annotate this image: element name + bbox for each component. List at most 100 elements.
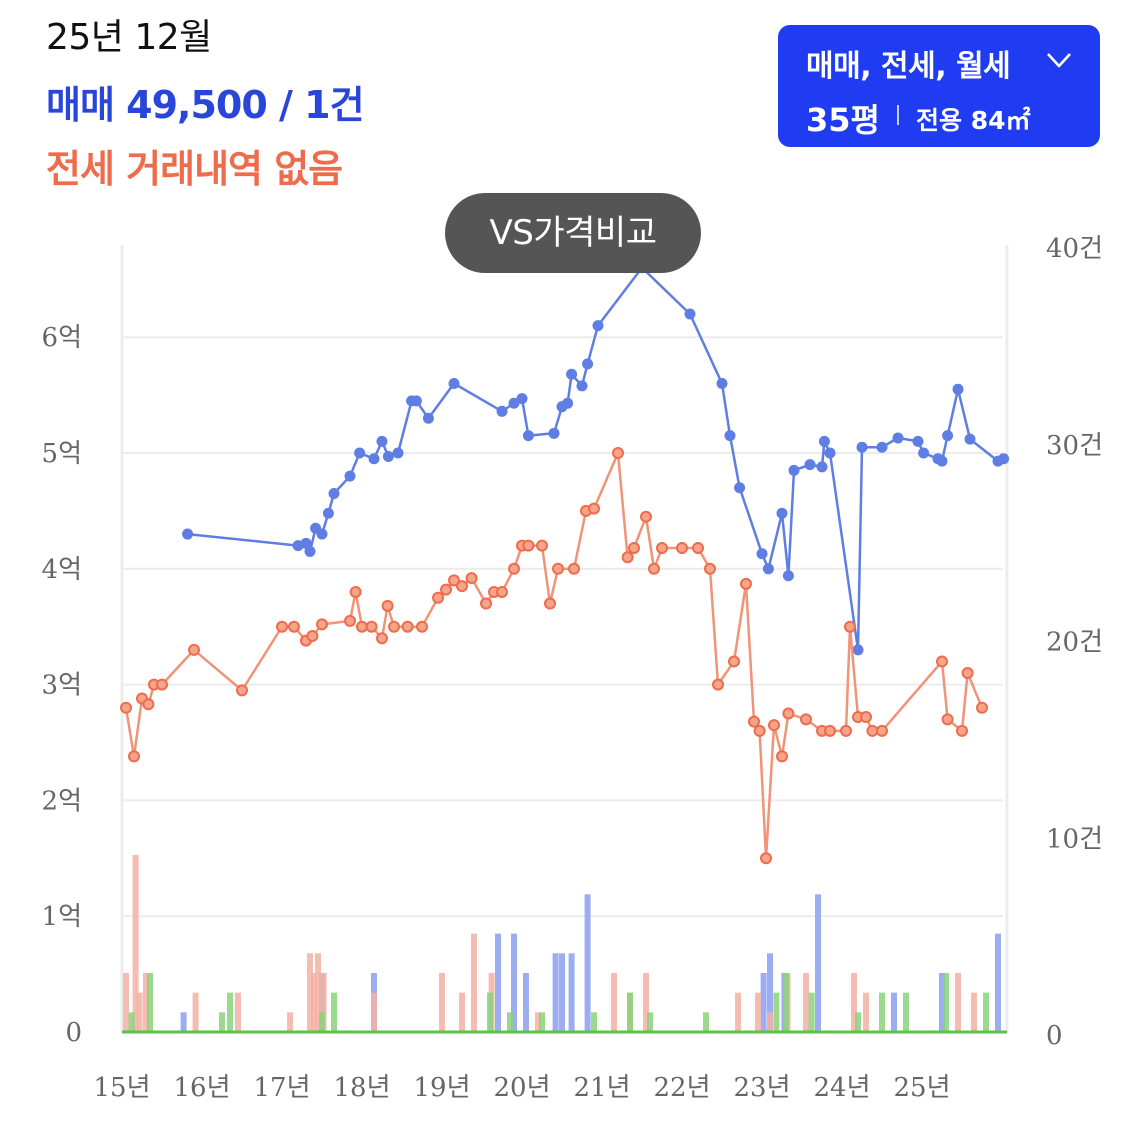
- sale-price-point: [422, 412, 434, 424]
- jeonse-price-point: [753, 724, 766, 737]
- jeonse-volume-bar: [971, 992, 977, 1032]
- jeonse-price-point: [628, 541, 640, 554]
- jeonse-price-point: [728, 655, 740, 668]
- jeonse-price-point: [956, 724, 968, 737]
- monthly-volume-bar: [983, 992, 989, 1032]
- sale-price-point: [964, 433, 976, 445]
- sale-volume-bar: [584, 894, 591, 1032]
- y-right-tick-label: 10건: [1046, 824, 1103, 854]
- sale-price-point: [448, 378, 460, 390]
- jeonse-volume-bar: [643, 972, 649, 1032]
- y-left-tick-label: 5억: [42, 439, 82, 469]
- sale-summary: 매매 49,500 / 1건: [46, 83, 365, 127]
- y-right-tick-label: 0: [1046, 1021, 1063, 1051]
- volume-bars: [123, 854, 1001, 1032]
- jeonse-price-point: [496, 585, 508, 598]
- jeonse-price-point: [961, 667, 974, 680]
- sale-price-point: [912, 435, 924, 447]
- sale-volume-bar: [995, 933, 1001, 1032]
- jeonse-price-point: [656, 541, 668, 554]
- sale-price-point: [182, 528, 194, 540]
- jeonse-price-point: [588, 502, 600, 515]
- x-tick-label: 15년: [93, 1073, 150, 1103]
- jeonse-price-point: [768, 719, 780, 732]
- jeonse-volume-bar: [307, 953, 313, 1032]
- trade-type-filter-button[interactable]: 매매, 전세, 월세 35평 전용 84㎡: [778, 25, 1100, 147]
- jeonse-volume-bar: [123, 972, 129, 1032]
- jeonse-volume-bar: [287, 1012, 293, 1032]
- x-tick-label: 19년: [413, 1073, 470, 1103]
- jeonse-price-point: [236, 684, 248, 697]
- monthly-volume-bar: [487, 992, 493, 1032]
- jeonse-volume-bar: [611, 972, 617, 1032]
- sale-price-point: [756, 548, 768, 560]
- jeonse-volume-bar: [459, 992, 465, 1032]
- jeonse-price-point: [465, 572, 478, 585]
- monthly-volume-bar: [507, 1012, 513, 1032]
- jeonse-price-point: [508, 562, 520, 575]
- monthly-volume-bar: [591, 1012, 597, 1032]
- monthly-volume-bar: [331, 992, 337, 1032]
- selected-date: 25년 12월: [46, 17, 212, 58]
- monthly-volume-bar: [773, 992, 780, 1032]
- sale-price-point: [876, 441, 888, 453]
- jeonse-price-point: [448, 574, 460, 587]
- monthly-volume-bar: [319, 1012, 325, 1032]
- jeonse-price-point: [381, 599, 394, 612]
- monthly-volume-bar: [219, 1012, 225, 1032]
- jeonse-volume-bar: [803, 972, 809, 1032]
- jeonse-price-point: [800, 713, 812, 726]
- jeonse-price-point: [640, 510, 652, 523]
- jeonse-price-point: [128, 750, 140, 763]
- trade-type-label: 매매, 전세, 월세: [806, 49, 1011, 84]
- sale-price-point: [566, 368, 578, 380]
- monthly-volume-bar: [647, 1012, 653, 1032]
- sale-price-point: [576, 380, 588, 392]
- jeonse-summary: 전세 거래내역 없음: [46, 147, 343, 191]
- sale-price-point: [892, 432, 904, 444]
- jeonse-price-point: [188, 643, 200, 656]
- x-tick-label: 16년: [173, 1073, 230, 1103]
- grid: [120, 245, 1009, 1032]
- jeonse-volume-bar: [439, 972, 445, 1032]
- monthly-volume-bar: [808, 992, 815, 1032]
- jeonse-volume-bar: [851, 972, 857, 1032]
- x-tick-label: 24년: [813, 1073, 870, 1103]
- sale-volume-bar: [523, 972, 529, 1032]
- y-left-tick-label: 1억: [42, 902, 82, 932]
- x-tick-label: 20년: [493, 1073, 550, 1103]
- sale-price-point: [316, 528, 328, 540]
- jeonse-price-point: [860, 711, 872, 724]
- sale-price-point: [776, 507, 788, 519]
- jeonse-price-point: [776, 750, 788, 763]
- sale-price-point: [762, 563, 774, 575]
- sale-price-point: [716, 378, 728, 390]
- jeonse-price-point: [376, 632, 388, 645]
- sale-price-point: [816, 461, 828, 473]
- jeonse-price-point: [760, 852, 772, 865]
- sale-price-point: [952, 383, 964, 395]
- vs-compare-button[interactable]: VS가격비교: [445, 193, 701, 273]
- sale-price-point: [852, 644, 864, 656]
- sale-volume-bar: [760, 972, 767, 1032]
- jeonse-volume-bar: [735, 992, 741, 1032]
- monthly-volume-bar: [227, 992, 233, 1032]
- exclusive-area-label: 전용 84㎡: [916, 106, 1031, 135]
- sale-price-point: [328, 488, 340, 500]
- sale-price-point: [304, 545, 316, 557]
- y-left-tick-label: 0: [65, 1018, 82, 1048]
- sale-price-point: [376, 435, 388, 447]
- sale-price-point: [918, 447, 930, 459]
- y-right-tick-label: 20건: [1046, 628, 1103, 658]
- jeonse-volume-bar: [371, 992, 377, 1032]
- jeonse-price-point: [416, 620, 428, 633]
- sale-volume-bar: [815, 894, 821, 1032]
- jeonse-price-point: [712, 678, 724, 691]
- jeonse-price-point: [692, 541, 704, 554]
- jeonse-price-point: [349, 585, 362, 598]
- jeonse-volume-bar: [132, 854, 139, 1032]
- monthly-volume-bar: [783, 972, 789, 1032]
- x-tick-label: 22년: [653, 1073, 710, 1103]
- sale-price-point: [344, 470, 356, 482]
